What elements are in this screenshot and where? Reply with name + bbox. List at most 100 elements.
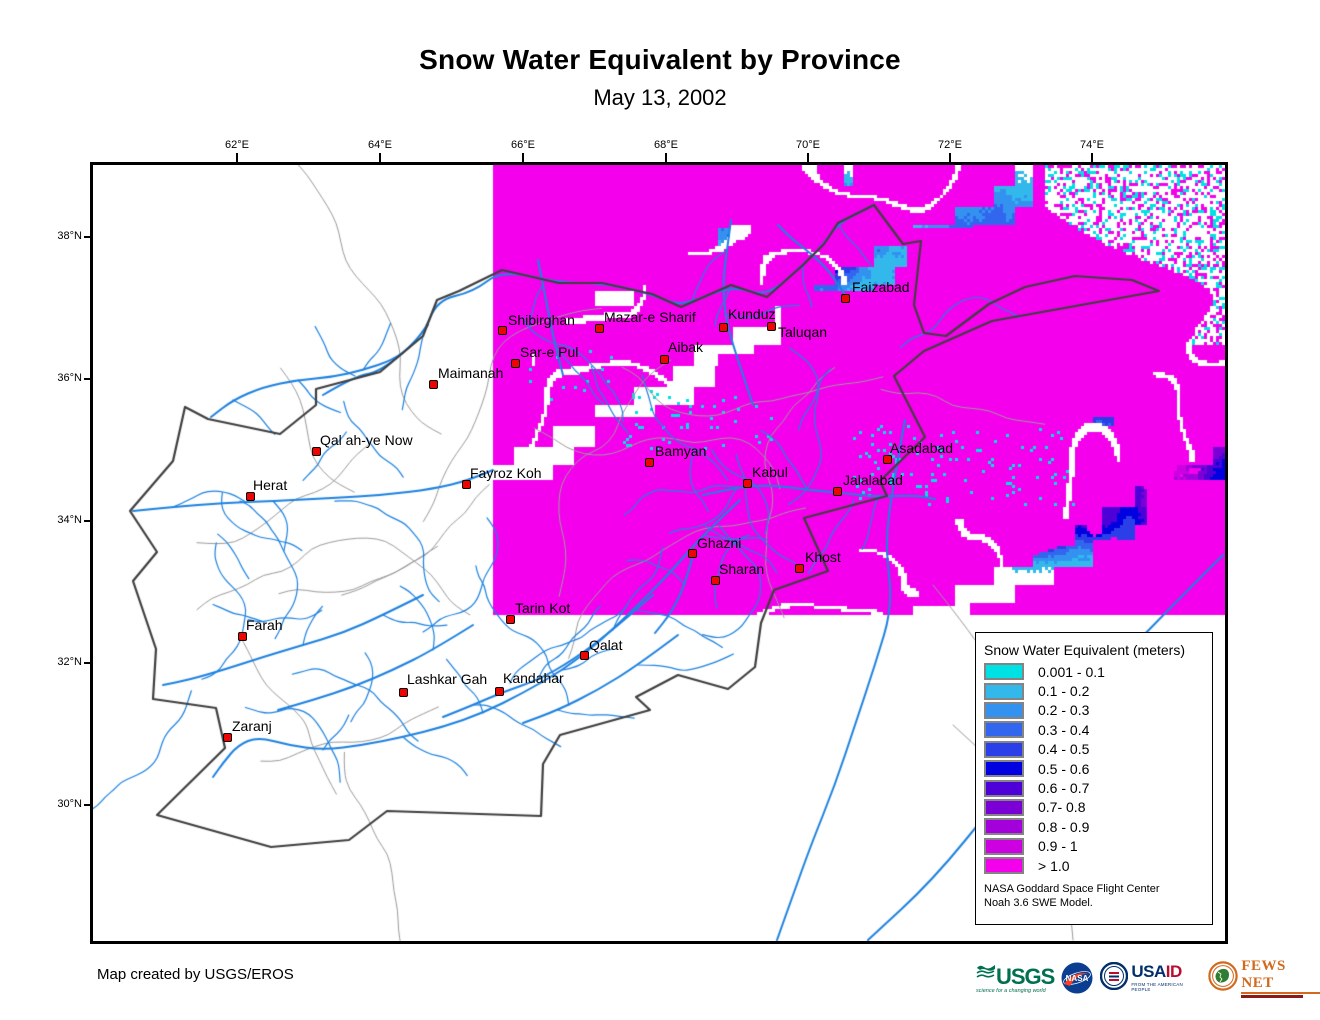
legend-items: 0.001 - 0.1 0.1 - 0.2 0.2 - 0.3 0.3 - 0.4 0.… — [976, 662, 1212, 875]
usgs-logo-text: USGS — [996, 963, 1055, 989]
city-label-qalat: Qalat — [589, 637, 623, 653]
svg-text:NASA: NASA — [1066, 974, 1089, 983]
city-marker-sar-e-pul — [511, 359, 520, 368]
lat-tick-label-32-n: 32°N — [57, 656, 82, 668]
legend-item-label: 0.7- 0.8 — [1038, 799, 1086, 816]
city-marker-herat — [246, 492, 255, 501]
legend-item-label: 0.6 - 0.7 — [1038, 780, 1090, 797]
city-marker-ghazni — [688, 549, 697, 558]
legend-item-label: > 1.0 — [1038, 857, 1070, 874]
legend-note-line2: Noah 3.6 SWE Model. — [984, 897, 1093, 910]
legend-item: 0.3 - 0.4 — [984, 720, 1212, 739]
city-label-zaranj: Zaranj — [232, 718, 272, 734]
city-label-mazar-e-sharif: Mazar-e Sharif — [604, 309, 696, 325]
city-label-maimanah: Maimanah — [438, 365, 504, 381]
fews-globe-icon — [1208, 960, 1239, 996]
lat-tick-mark — [84, 662, 93, 664]
city-label-tarin-kot: Tarin Kot — [515, 600, 571, 616]
lat-tick-label-34-n: 34°N — [57, 514, 82, 526]
logo-row: USGS science for a changing world NASA — [976, 957, 1320, 999]
nasa-logo: NASA — [1061, 962, 1093, 994]
fews-net-bar — [1241, 995, 1304, 998]
usaid-logo: USAID FROM THE AMERICAN PEOPLE — [1100, 961, 1201, 995]
lon-tick-label-70-e: 70°E — [796, 139, 820, 151]
usaid-seal-icon — [1100, 961, 1129, 995]
usgs-logo: USGS science for a changing world — [976, 963, 1055, 994]
city-marker-kandahar — [495, 687, 504, 696]
lat-tick-mark — [84, 236, 93, 238]
lon-tick-label-74-e: 74°E — [1080, 139, 1104, 151]
legend-item: 0.9 - 1 — [984, 837, 1212, 856]
legend-item-label: 0.1 - 0.2 — [1038, 683, 1090, 700]
city-marker-asadabad — [883, 455, 892, 464]
legend-item: 0.001 - 0.1 — [984, 662, 1212, 681]
legend-swatch — [984, 663, 1024, 681]
city-label-kunduz: Kunduz — [728, 306, 776, 322]
legend-swatch — [984, 857, 1024, 875]
legend-item: 0.2 - 0.3 — [984, 701, 1212, 720]
legend-item: 0.4 - 0.5 — [984, 740, 1212, 759]
page-subtitle: May 13, 2002 — [593, 85, 727, 110]
city-label-asadabad: Asadabad — [890, 440, 954, 456]
legend-item: > 1.0 — [984, 856, 1212, 875]
lon-tick-label-62-e: 62°E — [225, 139, 249, 151]
city-marker-sharan — [711, 576, 720, 585]
legend-swatch — [984, 701, 1024, 719]
lon-tick-label-68-e: 68°E — [654, 139, 678, 151]
lat-tick-label-36-n: 36°N — [57, 372, 82, 384]
lon-tick-mark — [949, 153, 951, 165]
legend-swatch — [984, 779, 1024, 797]
city-label-bamyan: Bamyan — [655, 443, 707, 459]
credit-text: Map created by USGS/EROS — [97, 966, 294, 983]
lat-tick-mark — [84, 378, 93, 380]
city-marker-zaranj — [223, 733, 232, 742]
city-label-kabul: Kabul — [752, 464, 788, 480]
city-label-kandahar: Kandahar — [503, 670, 564, 686]
city-label-taluqan: Taluqan — [778, 324, 828, 340]
lat-tick-label-30-n: 30°N — [57, 798, 82, 810]
usaid-logo-text-usa: USA — [1131, 962, 1166, 981]
legend-swatch — [984, 798, 1024, 816]
legend-box: Snow Water Equivalent (meters) 0.001 - 0… — [975, 632, 1213, 925]
legend-item-label: 0.4 - 0.5 — [1038, 741, 1090, 758]
usaid-logo-text-id: ID — [1165, 962, 1183, 981]
legend-item-label: 0.8 - 0.9 — [1038, 818, 1090, 835]
city-label-herat: Herat — [253, 477, 288, 493]
legend-item: 0.1 - 0.2 — [984, 681, 1212, 700]
legend-swatch — [984, 721, 1024, 739]
fews-net-text: FEWS NET — [1241, 958, 1320, 994]
city-marker-bamyan — [645, 458, 654, 467]
legend-title: Snow Water Equivalent (meters) — [984, 642, 1185, 658]
lon-tick-mark — [379, 153, 381, 165]
legend-swatch — [984, 682, 1024, 700]
city-label-qal-ah-ye-now: Qal ah-ye Now — [320, 432, 413, 448]
city-marker-maimanah — [429, 380, 438, 389]
city-marker-jalalabad — [833, 487, 842, 496]
usaid-tagline: FROM THE AMERICAN PEOPLE — [1131, 982, 1183, 992]
legend-swatch — [984, 740, 1024, 758]
legend-item-label: 0.3 - 0.4 — [1038, 721, 1090, 738]
lon-tick-mark — [1091, 153, 1093, 165]
city-marker-fayroz-koh — [462, 480, 471, 489]
city-marker-kunduz — [719, 323, 728, 332]
legend-note-line1: NASA Goddard Space Flight Center — [984, 883, 1160, 896]
legend-item: 0.6 - 0.7 — [984, 778, 1212, 797]
city-label-lashkar-gah: Lashkar Gah — [407, 671, 488, 687]
lon-tick-mark — [665, 153, 667, 165]
city-marker-faizabad — [841, 294, 850, 303]
lat-tick-label-38-n: 38°N — [57, 230, 82, 242]
city-marker-mazar-e-sharif — [595, 324, 604, 333]
city-label-fayroz-koh: Fayroz Koh — [470, 465, 542, 481]
usgs-tagline: science for a changing world — [976, 987, 1046, 994]
legend-item-label: 0.001 - 0.1 — [1038, 663, 1105, 680]
city-label-sar-e-pul: Sar-e Pul — [520, 344, 579, 360]
lat-tick-mark — [84, 520, 93, 522]
legend-swatch — [984, 760, 1024, 778]
city-marker-aibak — [660, 355, 669, 364]
lat-tick-mark — [84, 804, 93, 806]
city-marker-tarin-kot — [506, 615, 515, 624]
legend-item: 0.8 - 0.9 — [984, 817, 1212, 836]
city-marker-farah — [238, 632, 247, 641]
city-label-jalalabad: Jalalabad — [843, 472, 903, 488]
city-label-aibak: Aibak — [668, 339, 704, 355]
